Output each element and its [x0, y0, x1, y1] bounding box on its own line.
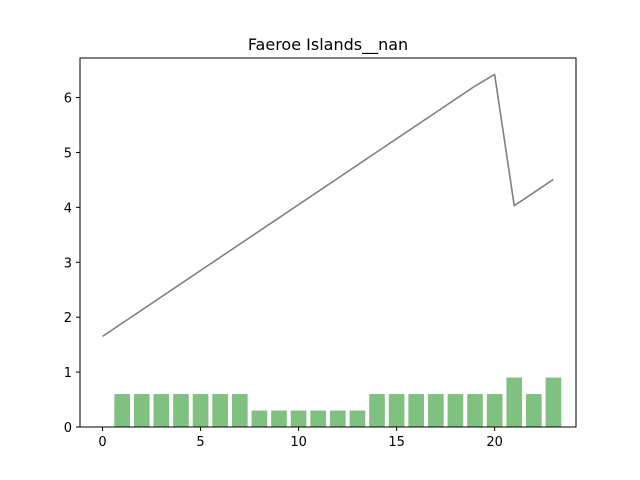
bar [467, 394, 483, 427]
y-tick-label: 1 [64, 366, 72, 381]
y-tick-label: 3 [64, 256, 72, 271]
bar [310, 410, 327, 427]
bar [290, 410, 307, 427]
y-tick-label: 0 [64, 421, 72, 436]
bar [447, 394, 464, 427]
x-tick-label: 10 [290, 435, 307, 450]
bar [349, 410, 366, 427]
bar [133, 394, 150, 427]
bar [114, 394, 130, 427]
line-layer [102, 73, 554, 338]
bar [192, 394, 209, 427]
y-tick-label: 6 [64, 92, 72, 107]
bar [545, 377, 562, 427]
bar [212, 394, 229, 427]
bar [408, 394, 425, 427]
y-tick-label: 5 [64, 146, 72, 161]
x-tick-label: 20 [486, 435, 503, 450]
bar [506, 377, 523, 427]
bar [271, 410, 287, 427]
bar [329, 410, 346, 427]
bar [153, 394, 170, 427]
series-line [102, 73, 554, 338]
bar [526, 394, 542, 427]
y-tick-label: 4 [64, 201, 72, 216]
bar [173, 394, 189, 427]
bar [427, 394, 444, 427]
bar [251, 410, 268, 427]
y-tick-label: 2 [64, 311, 72, 326]
bar [486, 394, 503, 427]
x-tick-label: 0 [98, 435, 106, 450]
plot-frame [79, 57, 577, 428]
x-tick-label: 5 [196, 435, 204, 450]
bar [369, 394, 385, 427]
bar [231, 394, 248, 427]
bar [388, 394, 405, 427]
axes-layer: 0 5 10 15 20 0 1 2 3 4 5 6 [64, 57, 577, 450]
x-tick-label: 15 [388, 435, 405, 450]
chart-title: Faeroe Islands__nan [248, 35, 408, 55]
bars-layer [114, 377, 562, 427]
